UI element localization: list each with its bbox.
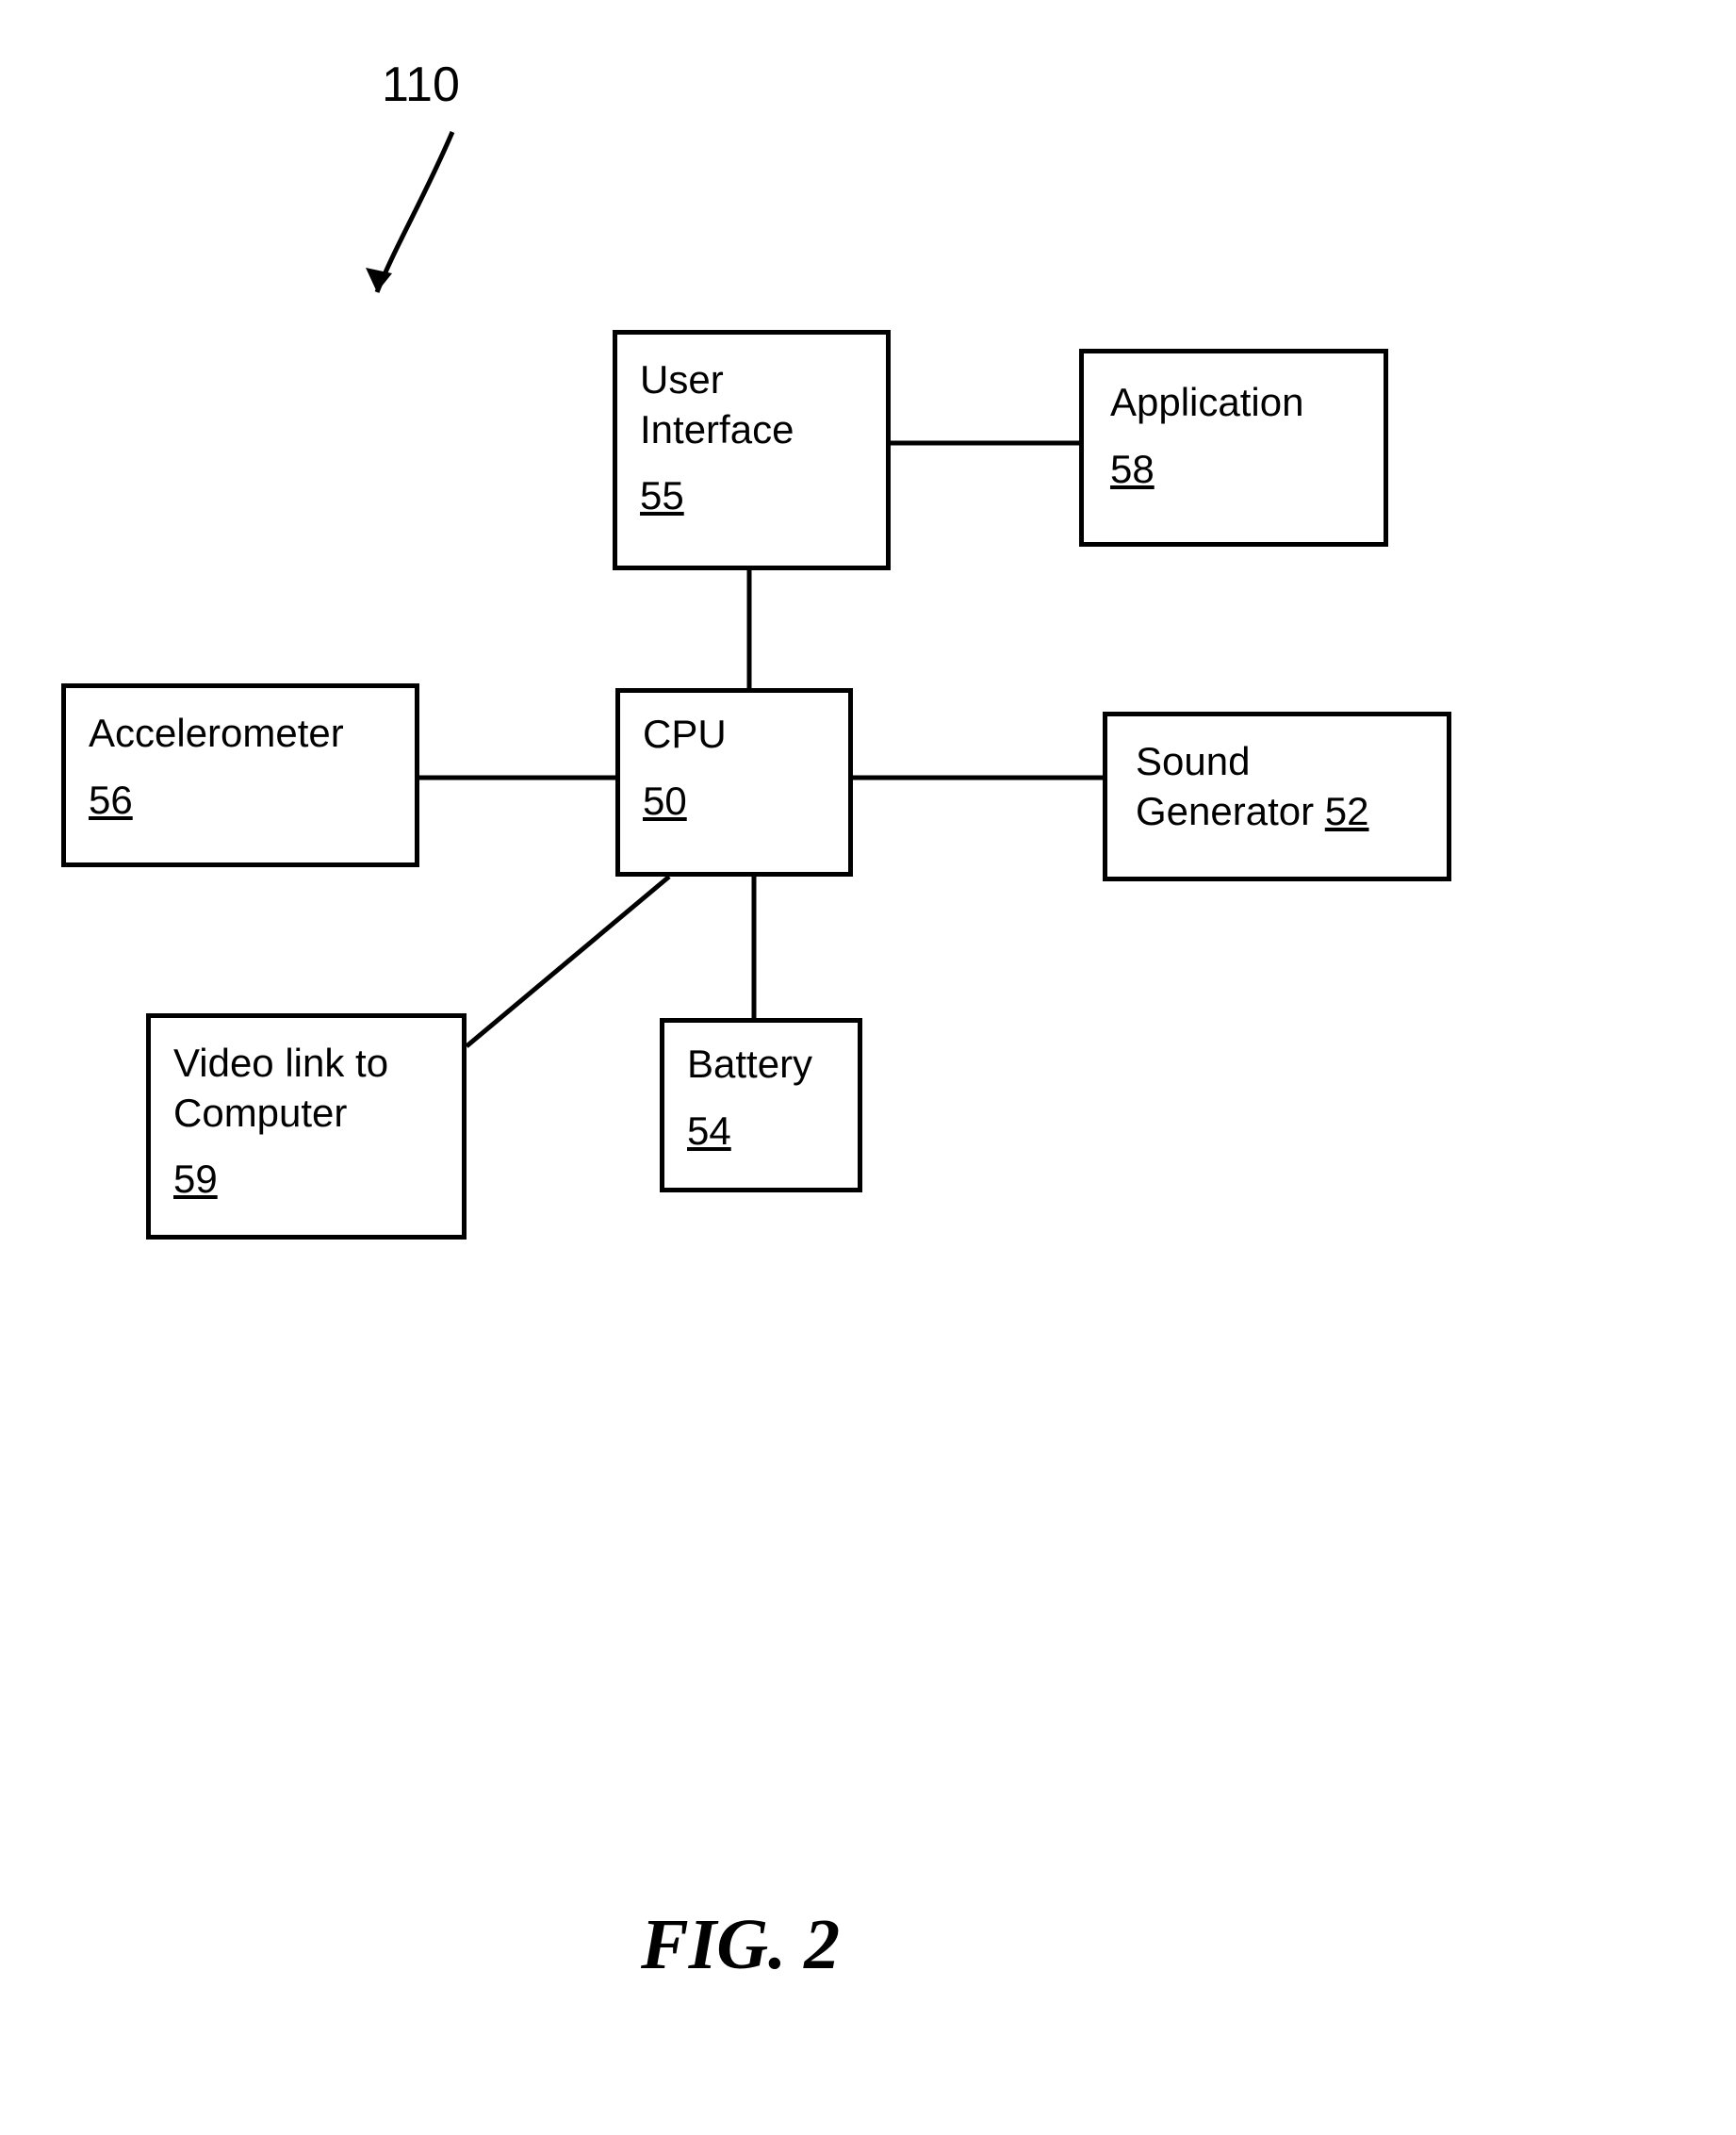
- callout-110: 110: [382, 57, 460, 113]
- node-video-label: Video link to Computer: [173, 1039, 388, 1138]
- diagram-stage: 110 FIG. 2 User Interface 55 Application 58…: [0, 0, 1736, 2135]
- node-ui-label: User Interface: [640, 355, 794, 454]
- node-accel-ref: 56: [89, 776, 133, 826]
- callout-110-text: 110: [382, 57, 460, 112]
- node-video-ref: 59: [173, 1155, 218, 1205]
- node-ui-ref: 55: [640, 471, 684, 521]
- node-app: Application 58: [1079, 349, 1388, 547]
- node-ui: User Interface 55: [613, 330, 891, 570]
- node-batt: Battery 54: [660, 1018, 862, 1192]
- node-accel-label: Accelerometer: [89, 709, 344, 759]
- edge-cpu-video: [467, 877, 669, 1046]
- node-video: Video link to Computer 59: [146, 1013, 467, 1240]
- callout-arrow-shaft: [377, 132, 452, 292]
- node-cpu-label: CPU: [643, 710, 727, 760]
- callout-arrow-head: [366, 268, 392, 292]
- node-cpu: CPU 50: [615, 688, 853, 877]
- node-sound-ref: 52: [1325, 789, 1369, 833]
- node-sound-label: SoundGenerator 52: [1136, 737, 1369, 836]
- node-app-ref: 58: [1110, 445, 1155, 495]
- node-batt-label: Battery: [687, 1040, 812, 1090]
- figure-caption: FIG. 2: [641, 1904, 840, 1986]
- node-app-label: Application: [1110, 378, 1303, 428]
- node-sound: SoundGenerator 52: [1103, 712, 1451, 881]
- node-cpu-ref: 50: [643, 777, 687, 827]
- node-batt-ref: 54: [687, 1107, 731, 1157]
- figure-caption-text: FIG. 2: [641, 1905, 840, 1984]
- node-accel: Accelerometer 56: [61, 683, 419, 867]
